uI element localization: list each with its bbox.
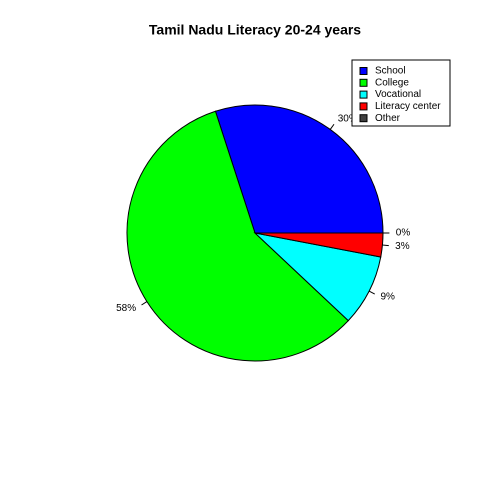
legend-swatch — [359, 67, 368, 75]
label-tick — [141, 301, 148, 306]
legend-label: Vocational — [375, 89, 421, 100]
chart-title: Tamil Nadu Literacy 20-24 years — [149, 22, 361, 38]
legend-swatch — [359, 78, 368, 87]
slice-label: 58% — [116, 303, 136, 314]
legend-swatch — [359, 90, 368, 99]
pie-slice — [214, 104, 384, 234]
legend-label: Other — [375, 113, 401, 124]
label-tick — [368, 290, 375, 295]
legend-swatch — [359, 102, 368, 111]
legend-box — [351, 59, 451, 127]
slice-label: 30% — [338, 114, 358, 125]
legend-swatch — [359, 114, 368, 123]
label-tick — [329, 123, 335, 130]
legend-label: School — [375, 66, 406, 77]
slice-label: 3% — [395, 241, 410, 252]
legend-label: College — [375, 77, 409, 88]
legend-label: Literacy center — [375, 101, 441, 112]
label-tick — [382, 244, 389, 247]
slice-label: 9% — [380, 292, 395, 303]
slice-label: 0% — [396, 228, 411, 239]
